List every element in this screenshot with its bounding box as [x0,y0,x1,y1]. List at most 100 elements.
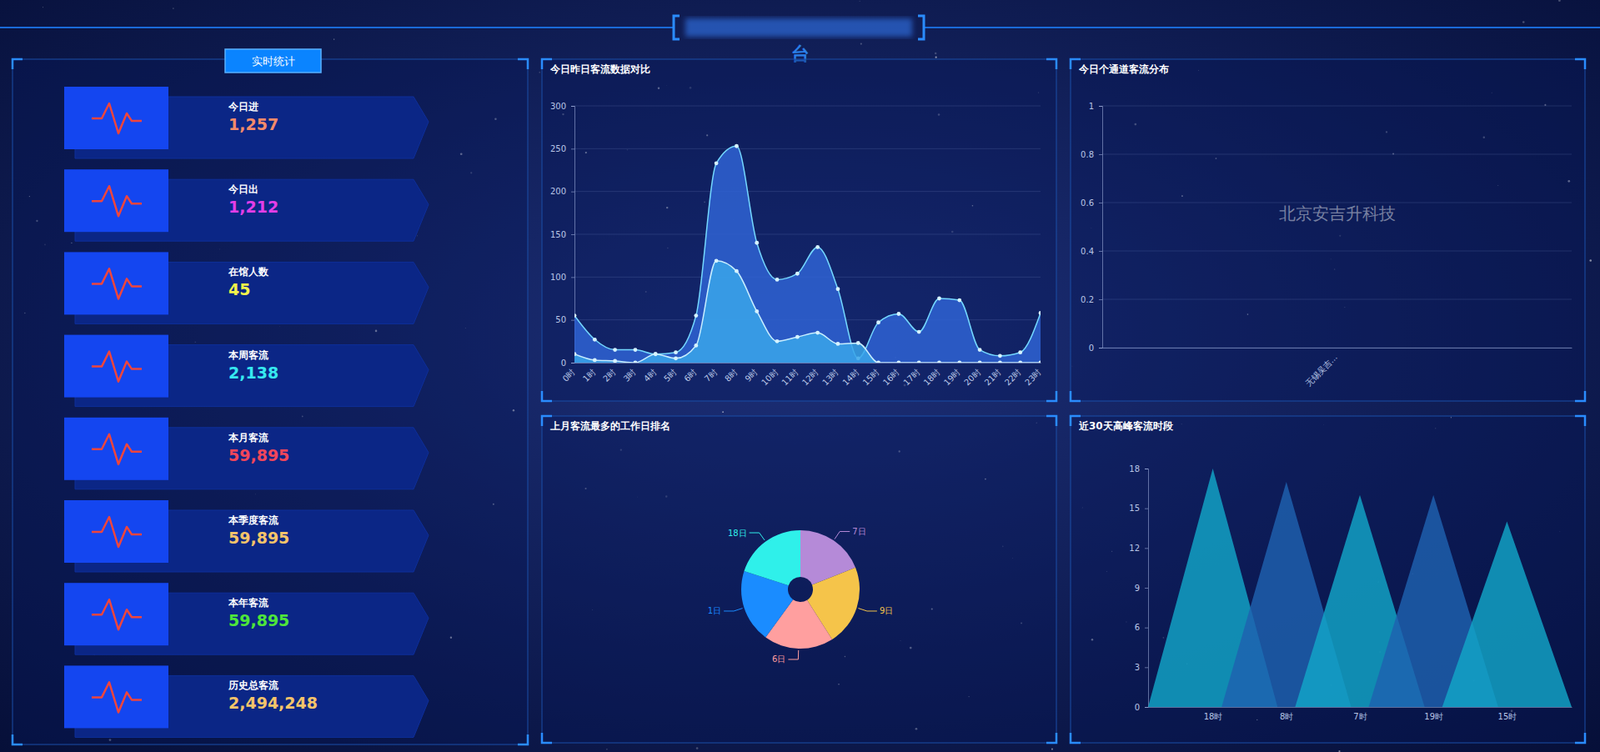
tick-label: 0.4 [1080,246,1094,256]
tick: 2时 [601,367,617,384]
star [42,6,45,9]
tick-label: 8时 [722,367,739,384]
point [876,361,881,363]
tick: 9 [1134,583,1149,593]
stat-label: 本季度客流 [227,514,280,527]
star [859,0,861,2]
stat-card: 历史总客流2,494,248 [64,665,429,738]
panel-corner [517,734,528,745]
tick-mark [571,362,575,364]
tick: 250 [550,144,575,154]
stat-icon-box [64,169,169,232]
point [633,347,638,352]
tick-label: 9时 [742,367,759,384]
tick-label: 10时 [759,367,780,388]
tick-label: 6时 [682,367,698,384]
stat-card: 今日出1,212 [64,169,429,241]
slice-label: 9日 [879,606,893,616]
point [1018,350,1023,355]
tick-label: 15 [1128,503,1140,513]
tick-mark [1144,468,1149,470]
star [606,748,608,751]
tick-label: 7时 [702,367,719,384]
header-bracket [673,15,680,40]
tick: 50 [555,315,575,325]
tick: 16时 [881,367,902,388]
tick: 18时 [1203,712,1224,722]
panel-frame [541,59,1057,402]
tick-label: 6 [1134,622,1140,632]
tick: 5时 [662,367,678,384]
stat-value: 59,895 [228,446,290,465]
point [754,309,759,314]
tick-label: 11时 [779,367,800,388]
tick-label: 5时 [662,367,678,384]
x-axis: 0时1时2时3时4时5时6时7时8时9时10时11时12时13时14时15时16… [561,363,1044,388]
background [0,0,1600,752]
point [1038,361,1041,363]
stat-icon-box [64,251,169,315]
slice-label: 18日 [727,528,748,538]
panel-corner [12,734,23,745]
tick-label: 8时 [1279,712,1294,722]
axis-line [575,362,1042,364]
tick-mark [571,105,575,107]
chart-panel [1070,416,1585,743]
stat-icon-box [64,500,169,563]
point [775,339,780,344]
x-axis: 无锡吴吉... [1103,348,1573,389]
tick: 无锡吴吉... [1303,352,1340,389]
chart-panel [1070,59,1585,402]
dashboard: 台实时统计今日进1,257今日出1,212在馆人数45本周客流2,138本月客流… [0,0,1600,752]
stat-label: 本周客流 [227,349,270,362]
tick-mark [571,234,575,236]
tick-mark [1098,154,1103,156]
grid-line [1102,347,1572,349]
stat-icon [91,185,142,216]
slice-label: 7日 [852,526,866,537]
tick: 7时 [1353,712,1367,722]
leader-line [857,608,877,612]
axis-line [571,106,576,364]
y-axis: 0369121518 [1128,464,1149,713]
tick: 15 [1128,503,1149,513]
point [754,240,759,246]
tick: 6时 [682,367,698,384]
point [612,347,617,352]
panel-corner [1574,416,1585,427]
point [937,361,942,363]
stat-card: 本周客流2,138 [64,335,429,407]
point [673,356,678,361]
grid-line [1102,154,1572,156]
tick: 100 [550,272,575,282]
tick-label: 1 [1088,101,1094,111]
tick: 23时 [1023,367,1044,388]
stat-label: 本年客流 [227,596,270,609]
point [734,144,739,149]
stat-icon [91,599,142,630]
chart-title: 上月客流最多的工作日排名 [549,420,671,432]
grid [574,105,1041,363]
star [1558,0,1561,2]
point [957,298,962,303]
y-axis: 00.20.40.60.81 [1080,101,1103,353]
tick: 21时 [983,367,1004,388]
tick-mark [1098,299,1103,301]
stat-label: 在馆人数 [227,265,270,278]
star [722,411,724,413]
tick: 0 [561,358,575,368]
tick-label: 3 [1134,662,1140,673]
tick: 0.2 [1080,295,1103,305]
point [978,361,983,363]
stars [11,0,1592,752]
tick: 22时 [1003,367,1024,388]
tick: 7时 [702,367,719,384]
star [1051,748,1054,751]
y-axis: 050100150200250300 [550,101,576,368]
panel-corner [12,59,23,70]
stat-card: 本年客流59,895 [64,582,429,655]
tick-label: 22时 [1003,367,1024,388]
point [1018,361,1023,363]
axis-line [1098,106,1104,349]
tick: 0 [1088,343,1103,353]
